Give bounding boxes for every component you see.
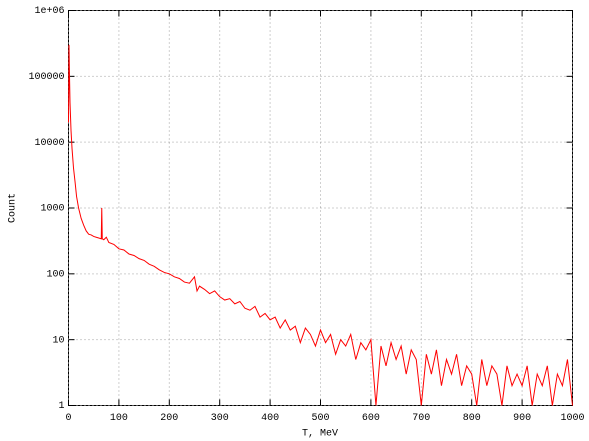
y-tick-label: 100000 <box>28 72 64 83</box>
y-tick-label: 10 <box>52 335 64 346</box>
y-axis-label: Count <box>8 193 19 223</box>
x-tick-label: 600 <box>362 413 380 424</box>
x-tick-label: 1000 <box>560 413 584 424</box>
x-tick-label: 800 <box>463 413 481 424</box>
y-tick-label: 1 <box>58 401 64 412</box>
x-tick-label: 200 <box>160 413 178 424</box>
x-tick-label: 100 <box>110 413 128 424</box>
y-tick-label: 10000 <box>34 138 64 149</box>
data-line <box>68 44 573 406</box>
y-tick-label: 1000 <box>40 204 64 215</box>
x-tick-label: 300 <box>211 413 229 424</box>
x-tick-label: 400 <box>261 413 279 424</box>
x-tick-label: 900 <box>513 413 531 424</box>
x-axis-label: T, MeV <box>302 429 338 440</box>
x-tick-label: 500 <box>311 413 329 424</box>
y-tick-label: 1e+06 <box>34 6 64 17</box>
x-tick-label: 0 <box>65 413 71 424</box>
x-tick-label: 700 <box>412 413 430 424</box>
y-tick-label: 100 <box>46 269 64 280</box>
